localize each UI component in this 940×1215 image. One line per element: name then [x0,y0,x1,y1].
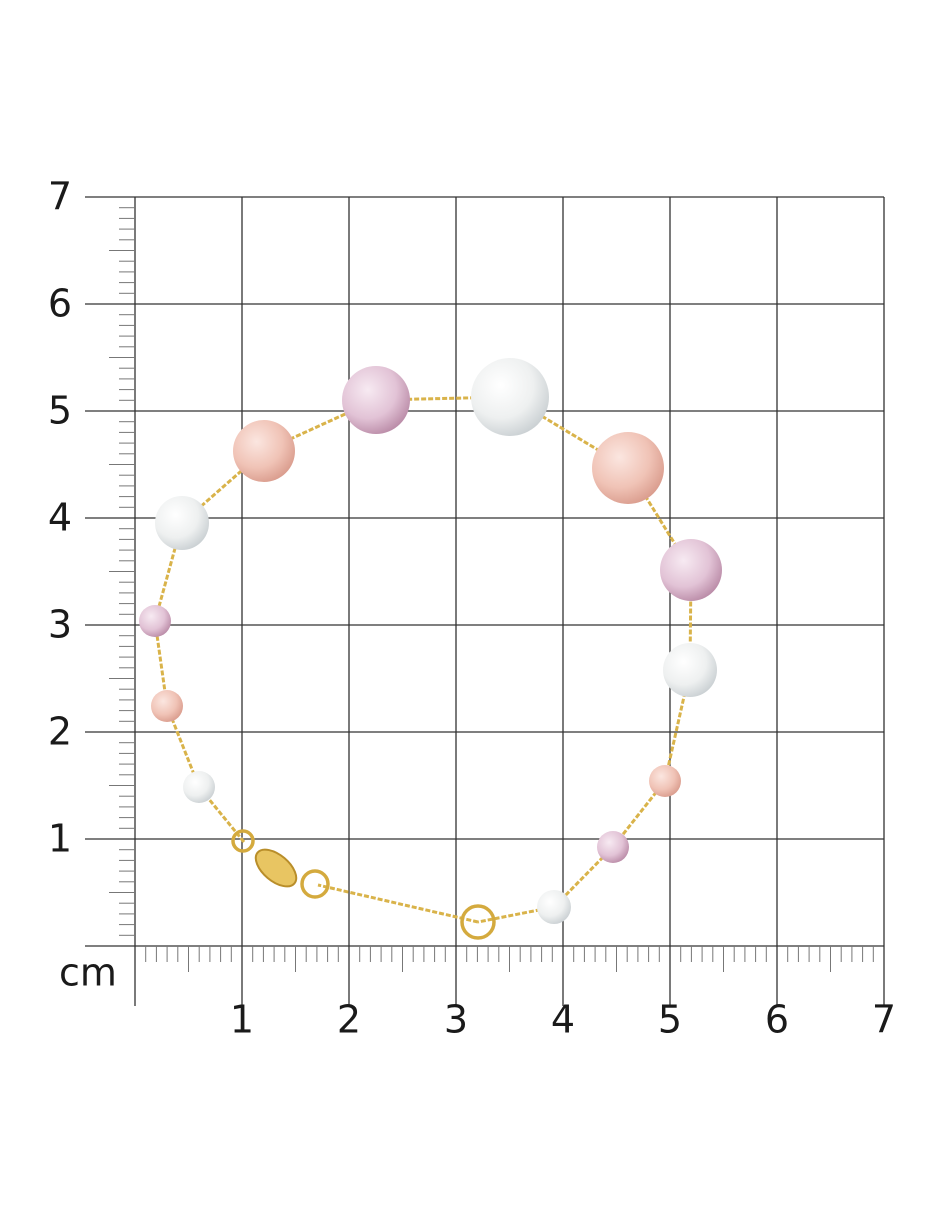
pearl [233,420,295,482]
pearl [342,366,410,434]
y-tick-label: 3 [48,603,72,647]
x-tick-label: 3 [444,998,468,1042]
ring [300,869,330,899]
pearl [597,831,629,863]
pearl [592,432,664,504]
pearl [537,890,571,924]
pearl [471,358,549,436]
pearl [660,539,722,601]
y-tick-label: 6 [48,282,72,326]
grid: 1 2 3 4 5 6 7 1 2 3 4 5 6 7 [48,175,896,1042]
y-tick-label: 1 [48,817,72,861]
x-tick-label: 6 [765,998,789,1042]
bracelet [139,358,722,940]
y-tick-label: 2 [48,710,72,754]
pearl [663,643,717,697]
y-tick-label: 4 [48,496,72,540]
x-tick-label: 5 [658,998,682,1042]
pearl [649,765,681,797]
x-tick-label: 2 [337,998,361,1042]
chain [317,883,479,924]
ring [231,829,255,853]
x-tick-label: 1 [230,998,254,1042]
clasp [254,848,298,888]
pearl [183,771,215,803]
pearl [155,496,209,550]
x-tick-label: 4 [551,998,575,1042]
unit-label: cm [59,951,117,995]
pearl [151,690,183,722]
ring [460,904,496,940]
pearl [139,605,171,637]
y-tick-label: 7 [48,175,72,219]
y-tick-label: 5 [48,389,72,433]
x-tick-label: 7 [872,998,896,1042]
